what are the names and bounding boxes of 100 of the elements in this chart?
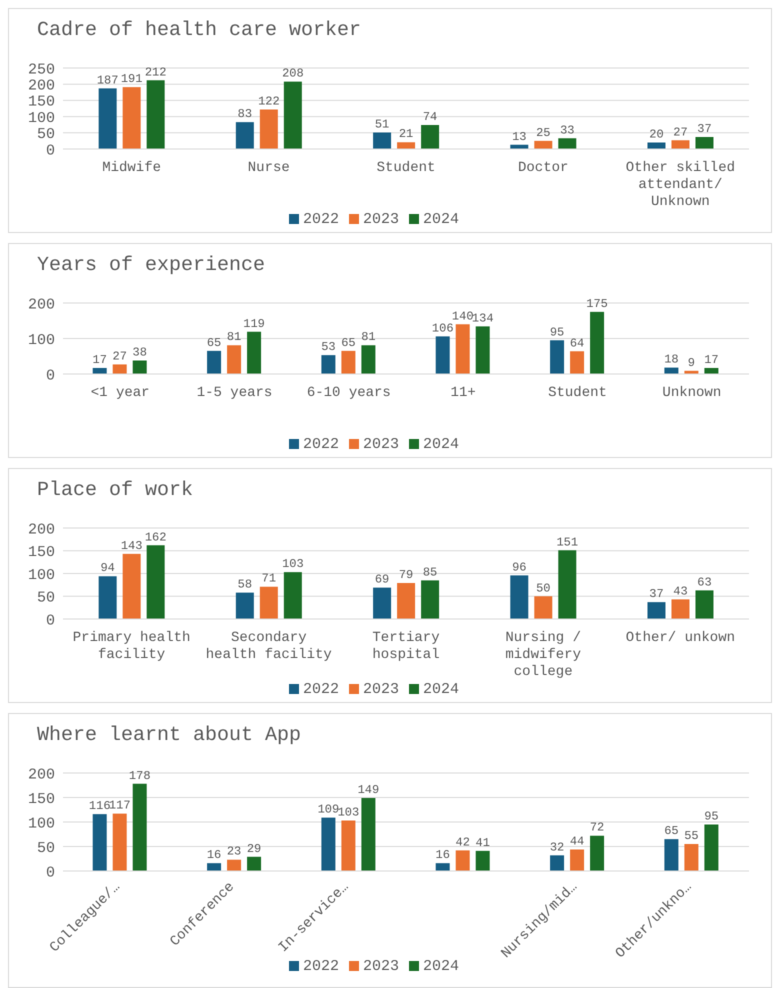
- legend-label: 2023: [362, 681, 399, 698]
- y-tick-label: 200: [28, 766, 55, 784]
- bar: [122, 554, 141, 619]
- data-label: 103: [282, 557, 304, 572]
- bar: [695, 590, 714, 619]
- y-tick-label: 200: [28, 296, 55, 314]
- bar: [341, 350, 356, 374]
- bar: [695, 137, 714, 149]
- bar: [590, 312, 604, 374]
- bar: [534, 140, 552, 149]
- data-label: 134: [472, 311, 494, 326]
- data-label: 41: [476, 836, 490, 850]
- data-label: 23: [226, 844, 242, 859]
- bar: [236, 122, 254, 149]
- data-label: 103: [338, 806, 360, 820]
- bar: [227, 860, 242, 871]
- data-label: 9: [688, 356, 695, 370]
- x-tick-label: Other/ unkown: [626, 630, 736, 646]
- bar: [397, 583, 416, 619]
- data-label: 117: [108, 798, 131, 813]
- bar: [510, 575, 528, 619]
- data-label: 178: [128, 768, 151, 783]
- legend-label: 2023: [362, 958, 399, 975]
- data-label: 17: [92, 352, 107, 367]
- legend-label: 2022: [302, 958, 339, 975]
- data-label: 17: [704, 352, 719, 367]
- data-label: 94: [100, 561, 115, 576]
- y-tick-label: 100: [28, 815, 55, 832]
- bar: [436, 336, 450, 374]
- data-label: 37: [649, 587, 664, 602]
- data-label: 71: [262, 572, 276, 586]
- data-label: 119: [243, 316, 265, 331]
- bar: [456, 850, 470, 871]
- bar: [590, 836, 604, 871]
- bar: [146, 545, 165, 619]
- bar: [397, 142, 416, 149]
- bar: [558, 138, 576, 149]
- legend-label: 2022: [302, 681, 339, 698]
- data-label: 95: [550, 325, 564, 340]
- bar: [132, 784, 147, 871]
- bar: [373, 132, 392, 149]
- data-label: 81: [226, 330, 242, 344]
- data-label: 64: [570, 336, 584, 350]
- bar: [476, 326, 490, 374]
- bar: [247, 332, 262, 374]
- data-label: 58: [238, 578, 252, 592]
- data-label: 149: [358, 782, 380, 797]
- x-tick-label: Doctor: [518, 160, 568, 176]
- data-label: 69: [374, 572, 390, 587]
- bar: [534, 596, 552, 619]
- data-label: 21: [398, 127, 414, 142]
- y-tick-label: 0: [46, 367, 55, 384]
- data-label: 50: [536, 581, 550, 596]
- bar: [236, 592, 254, 619]
- bar: [207, 350, 222, 374]
- y-tick-label: 150: [28, 544, 55, 562]
- bar: [321, 355, 336, 374]
- bar: [704, 824, 718, 871]
- data-label: 109: [318, 802, 340, 817]
- bar: [247, 856, 262, 871]
- x-tick-label: <1 year: [90, 385, 150, 401]
- data-label: 122: [258, 94, 280, 108]
- bar: [207, 863, 222, 871]
- data-label: 29: [246, 842, 262, 856]
- data-label: 53: [321, 340, 336, 354]
- data-label: 20: [649, 128, 664, 142]
- bar: [664, 368, 678, 374]
- bar: [361, 798, 376, 871]
- y-tick-label: 200: [28, 78, 55, 95]
- data-label: 191: [120, 72, 142, 86]
- data-label: 79: [398, 568, 414, 582]
- bar: [284, 572, 302, 619]
- bar: [122, 87, 141, 149]
- data-label: 151: [556, 535, 578, 550]
- chart-title: Where learnt about App: [36, 723, 302, 747]
- data-label: 18: [664, 352, 679, 367]
- data-label: 83: [238, 107, 252, 122]
- legend-label: 2023: [362, 436, 399, 453]
- data-label: 65: [341, 336, 356, 350]
- data-label: 187: [96, 73, 118, 88]
- bar: [671, 599, 690, 619]
- legend-label: 2022: [302, 211, 339, 228]
- y-tick-label: 100: [28, 110, 55, 127]
- y-tick-label: 0: [46, 142, 55, 160]
- legend-label: 2024: [423, 211, 460, 228]
- chart-title: Cadre of health care worker: [36, 18, 362, 42]
- x-tick-label: 11+: [450, 385, 476, 401]
- x-tick-label: Student: [376, 160, 436, 176]
- y-tick-label: 0: [46, 612, 55, 630]
- bar: [112, 814, 127, 871]
- data-label: 65: [664, 824, 679, 838]
- x-tick-label: Other skilled attendant/ Unknown: [626, 160, 736, 210]
- data-label: 140: [452, 309, 474, 324]
- y-tick-label: 50: [36, 126, 55, 144]
- bar: [570, 849, 584, 871]
- data-label: 55: [684, 829, 699, 844]
- x-tick-label: Midwife: [102, 160, 162, 176]
- data-label: 208: [282, 66, 304, 81]
- data-label: 81: [361, 330, 376, 344]
- data-label: 143: [120, 538, 142, 553]
